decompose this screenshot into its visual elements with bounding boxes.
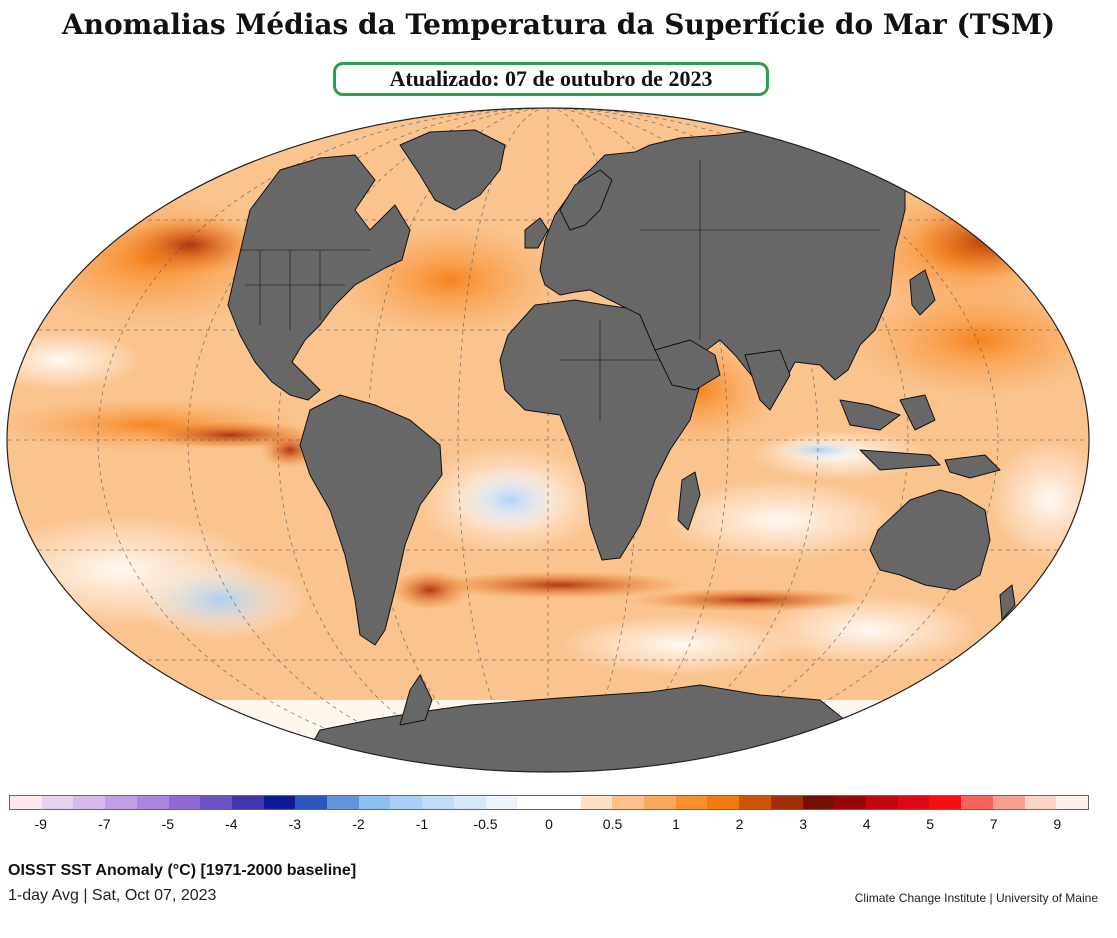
colorbar-segment [1024, 796, 1057, 809]
antarctica [299, 684, 846, 772]
british-isles [524, 217, 549, 249]
colorbar-segment [136, 796, 169, 809]
colorbar-segment [105, 796, 137, 809]
colorbar-segment [263, 796, 296, 809]
colorbar-tick-label: 9 [1053, 816, 1062, 832]
colorbar-segment [802, 796, 835, 809]
globe-outline [6, 107, 1090, 773]
land-masses [227, 129, 1016, 772]
colorbar-segment [612, 796, 645, 809]
date-caption: 1-day Avg | Sat, Oct 07, 2023 [8, 887, 217, 904]
colorbar-segment [580, 796, 613, 809]
colorbar-tick-label: 7 [989, 816, 998, 832]
scandinavia [559, 169, 613, 231]
colorbar-segment [10, 796, 42, 809]
colorbar-segment [422, 796, 454, 809]
colorbar-tick-label: 5 [926, 816, 935, 832]
colorbar-segment [168, 796, 201, 809]
ocean-anomaly-layer [7, 108, 1089, 772]
colorbar-tick-label: -0.5 [473, 816, 498, 832]
colorbar-tick-label: -7 [98, 816, 111, 832]
map-title: Anomalias Médias da Temperatura da Super… [61, 8, 1056, 41]
colorbar-segment [453, 796, 486, 809]
colorbar-segment [929, 796, 962, 809]
colorbar-segment [295, 796, 328, 809]
colorbar-tick-labels: -9 -7 -5 -4 -3 -2 -1 -0.5 0 0.5 1 2 3 4 5 7 9 [0, 816, 1117, 836]
credit-caption: Climate Change Institute | University of… [854, 891, 1098, 905]
colorbar-tick-label: -3 [288, 816, 302, 832]
updated-date-label: Atualizado: 07 de outubro de 2023 [389, 66, 713, 91]
colorbar-segment [770, 796, 803, 809]
southeast-asia-islands [839, 394, 941, 471]
colorbar-tick-label: -2 [352, 816, 365, 832]
colorbar-segment [739, 796, 771, 809]
colorbar-tick-label: 1 [672, 816, 680, 832]
colorbar-segment [390, 796, 423, 809]
south-america [299, 394, 443, 646]
colorbar-tick-label: 4 [862, 816, 871, 832]
colorbar-tick-label: -9 [34, 816, 47, 832]
colorbar-segment [644, 796, 676, 809]
colorbar-tick-label: -4 [225, 816, 238, 832]
greenland [399, 129, 506, 211]
boundary-lines [240, 160, 880, 420]
colorbar-segment [231, 796, 264, 809]
africa [499, 299, 701, 561]
arabia [654, 339, 721, 391]
colorbar-tick-label: 0.5 [602, 816, 623, 832]
new-zealand [999, 584, 1016, 621]
colorbar-segment [200, 796, 232, 809]
colorbar-segment [675, 796, 708, 809]
japan [909, 269, 936, 316]
colorbar-segment [834, 796, 866, 809]
colorbar-segment [897, 796, 930, 809]
colorbar-segment [865, 796, 898, 809]
anomaly-colorbar [9, 795, 1089, 810]
australia [869, 489, 991, 591]
colorbar-segment [1056, 796, 1088, 809]
colorbar-segment [358, 796, 391, 809]
madagascar [677, 471, 701, 531]
colorbar-segment [707, 796, 740, 809]
colorbar-tick-label: 2 [735, 816, 744, 832]
colorbar-segment [548, 796, 581, 809]
colorbar-segment [992, 796, 1025, 809]
world-sst-anomaly-map [6, 107, 1090, 773]
colorbar-tick-label: -1 [415, 816, 429, 832]
colorbar-segment [41, 796, 74, 809]
colorbar-segment [485, 796, 518, 809]
updated-date-box: Atualizado: 07 de outubro de 2023 [333, 62, 769, 96]
colorbar-segment [961, 796, 993, 809]
eurasia [539, 129, 906, 391]
new-guinea [944, 454, 1001, 479]
india [744, 349, 791, 411]
colorbar-tick-label: -5 [161, 816, 175, 832]
colorbar-tick-label: 3 [799, 816, 808, 832]
antarctic-peninsula [399, 674, 433, 726]
colorbar-segment [73, 796, 106, 809]
colorbar-segment [517, 796, 549, 809]
colorbar-segment [327, 796, 359, 809]
dataset-caption: OISST SST Anomaly (°C) [1971-2000 baseli… [8, 862, 357, 879]
colorbar-tick-label: 0 [545, 816, 553, 832]
north-america [227, 154, 411, 401]
